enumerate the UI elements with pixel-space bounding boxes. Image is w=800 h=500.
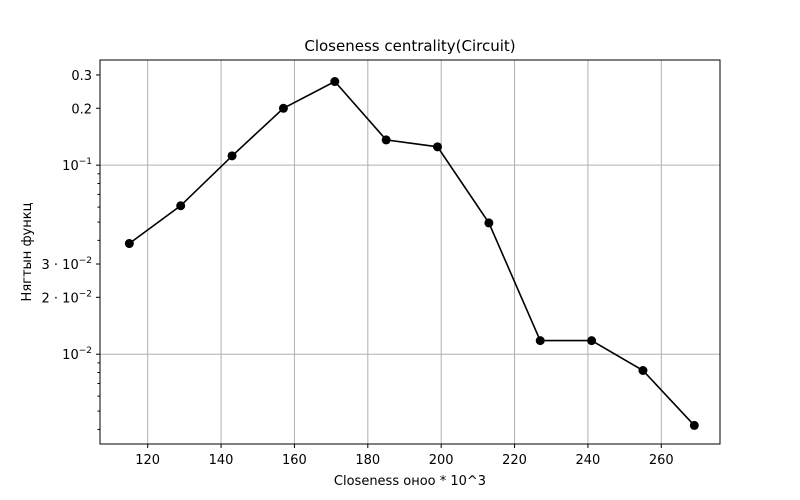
y-tick-label: 10−1 <box>62 157 92 174</box>
x-tick-label: 160 <box>282 453 307 468</box>
series-line <box>128 80 695 426</box>
x-tick-label: 260 <box>649 453 674 468</box>
y-tick-label: 0.3 <box>71 69 92 84</box>
y-tick-label: 2 · 10−2 <box>42 289 93 306</box>
x-tick-label: 140 <box>209 453 234 468</box>
data-point <box>638 366 648 376</box>
data-point <box>176 201 186 211</box>
x-axis-label: Closeness оноо * 10^3 <box>334 474 486 489</box>
data-point <box>330 77 340 87</box>
data-point <box>227 151 237 161</box>
data-point <box>381 135 391 145</box>
y-tick-label: 3 · 10−2 <box>42 256 93 273</box>
y-tick-label: 0.2 <box>71 102 92 117</box>
data-point <box>124 239 134 249</box>
x-tick-label: 120 <box>135 453 160 468</box>
data-point <box>278 103 288 113</box>
x-tick-label: 180 <box>355 453 380 468</box>
data-point <box>689 420 699 430</box>
plot-frame <box>99 59 721 445</box>
axis-ticks: 120 140 160 180 200 220 240 260 10−2 2 · 10−2 3 · … <box>42 69 674 468</box>
data-point <box>587 336 597 346</box>
data-point <box>433 142 443 152</box>
y-tick-label: 10−2 <box>62 346 92 363</box>
chart-title: Closeness centrality(Circuit) <box>304 37 515 55</box>
data-point <box>484 218 494 228</box>
x-tick-label: 240 <box>576 453 601 468</box>
x-tick-label: 200 <box>429 453 454 468</box>
data-point <box>535 336 545 346</box>
grid <box>100 60 720 444</box>
data-points <box>124 77 699 430</box>
x-tick-label: 220 <box>502 453 527 468</box>
y-axis-label: Нягтын функц <box>20 202 35 301</box>
